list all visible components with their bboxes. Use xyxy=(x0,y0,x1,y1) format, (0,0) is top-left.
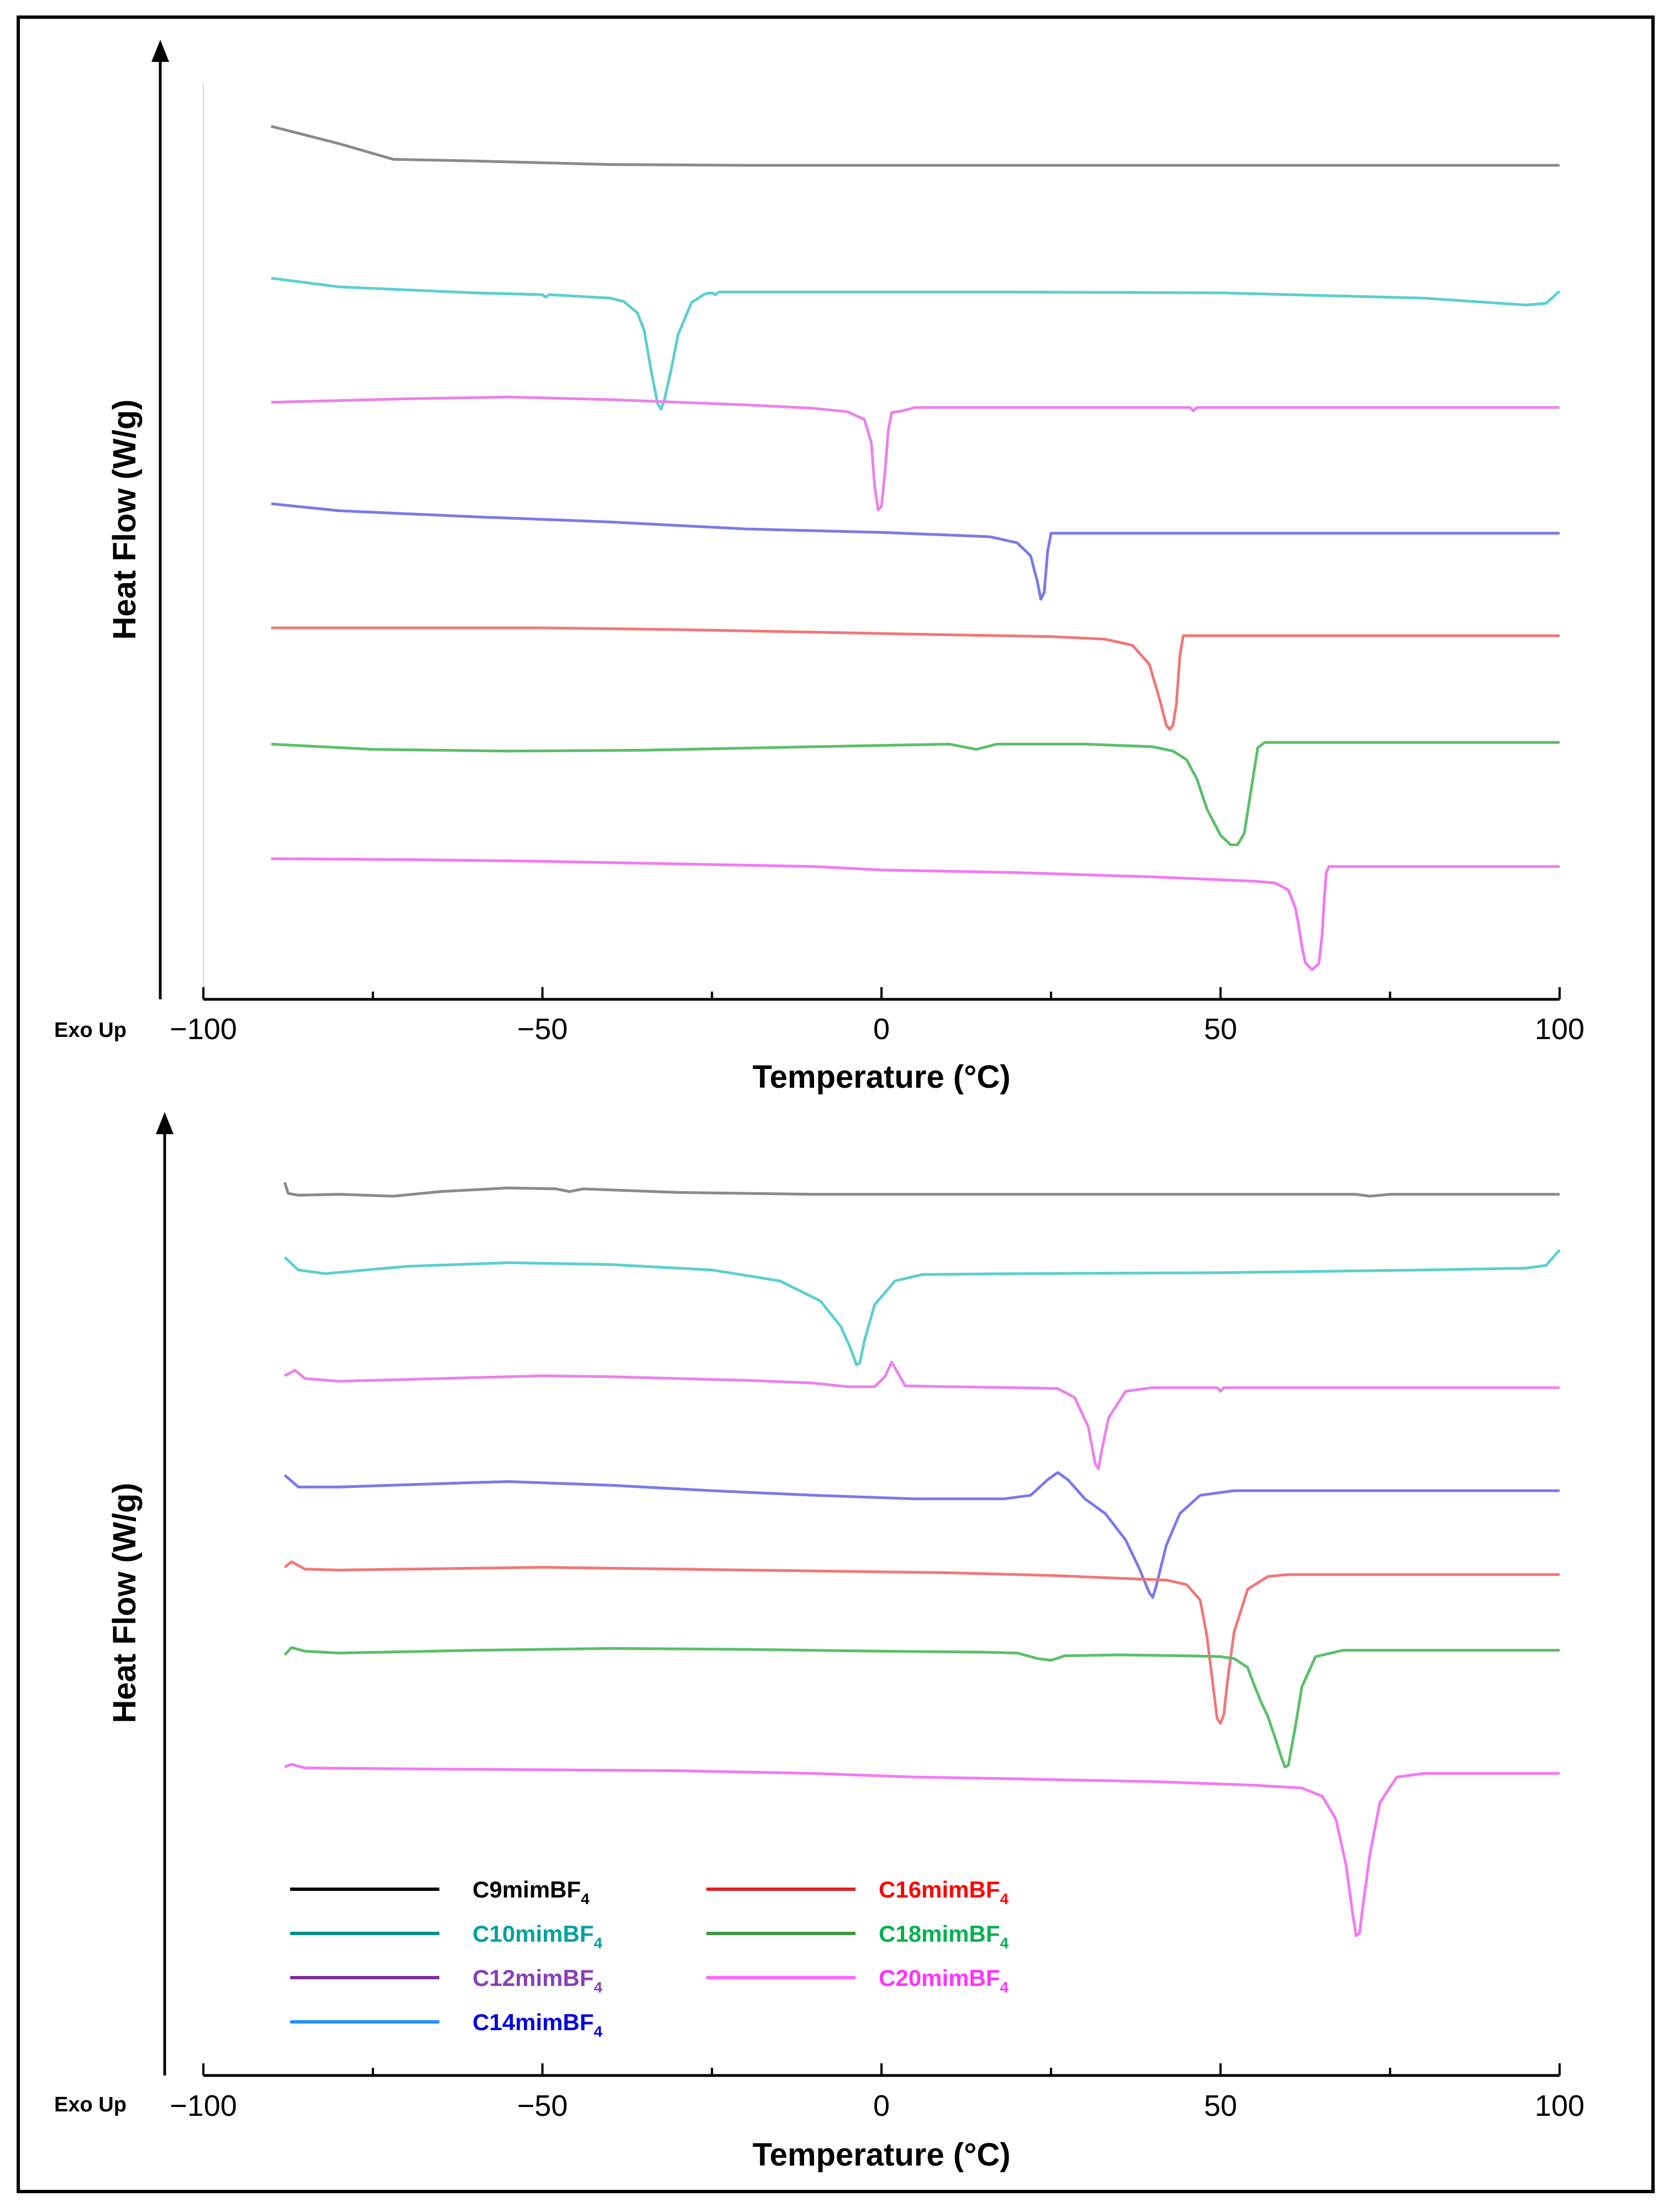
bottom-tick-label: 50 xyxy=(1204,2089,1237,2122)
top-series-C18mimBF4 xyxy=(271,741,1560,846)
bottom-series-C9mimBF4 xyxy=(283,1182,1560,1198)
bottom-panel: Heat Flow (W/g) Exo Up −100 −50 0 50 100 Tem… xyxy=(54,1112,1584,2173)
legend-label-C18mimBF4: C18mimBF4 xyxy=(879,1921,1009,1952)
top-tick-label: 100 xyxy=(1535,1013,1584,1046)
top-series-C10mimBF4 xyxy=(271,276,1561,411)
top-panel: Heat Flow (W/g) Exo Up −100 −50 0 50 100 Tem… xyxy=(54,40,1584,1095)
top-tick-label: −100 xyxy=(170,1013,237,1046)
legend-label-C14mimBF4: C14mimBF4 xyxy=(473,2009,602,2040)
legend-label-C16mimBF4: C16mimBF4 xyxy=(879,1876,1009,1907)
top-y-axis-arrowhead xyxy=(151,40,169,62)
top-tick-label: −50 xyxy=(517,1013,568,1046)
top-tick-label: 0 xyxy=(873,1013,890,1046)
top-series-C9mimBF4 xyxy=(271,125,1560,167)
bottom-series-C14mimBF4 xyxy=(284,1471,1560,1599)
top-x-axis-title: Temperature (°C) xyxy=(753,1059,1011,1095)
bottom-series-C16mimBF4 xyxy=(284,1560,1560,1725)
bottom-series-C10mimBF4 xyxy=(284,1249,1561,1366)
top-tick-label: 50 xyxy=(1204,1013,1237,1046)
bottom-series-C18mimBF4 xyxy=(284,1646,1560,1769)
top-series-C14mimBF4 xyxy=(271,502,1560,601)
bottom-y-axis-arrowhead xyxy=(156,1112,174,1134)
legend-label-C9mimBF4: C9mimBF4 xyxy=(473,1876,590,1907)
top-series-C12mimBF4 xyxy=(271,395,1560,511)
bottom-tick-label: 100 xyxy=(1535,2089,1584,2122)
bottom-tick-label: −50 xyxy=(517,2089,568,2122)
top-exo-up-label: Exo Up xyxy=(54,1019,127,1042)
bottom-x-ticks: −100 −50 0 50 100 xyxy=(170,2063,1584,2122)
bottom-exo-up-label: Exo Up xyxy=(54,2093,127,2116)
legend-label-C10mimBF4: C10mimBF4 xyxy=(473,1921,602,1952)
top-y-axis-title: Heat Flow (W/g) xyxy=(107,400,143,640)
bottom-series-C20mimBF4 xyxy=(284,1763,1560,1937)
top-series-C20mimBF4 xyxy=(271,857,1560,971)
top-series-C16mimBF4 xyxy=(271,626,1560,731)
bottom-y-axis-title: Heat Flow (W/g) xyxy=(107,1483,143,1723)
figure-frame xyxy=(17,15,1655,2193)
bottom-x-axis-title: Temperature (°C) xyxy=(753,2137,1011,2173)
bottom-series-C12mimBF4 xyxy=(284,1360,1560,1470)
top-curves xyxy=(271,125,1561,971)
bottom-curves xyxy=(283,1182,1561,1937)
top-x-ticks: −100 −50 0 50 100 xyxy=(170,987,1584,1046)
legend-label-C20mimBF4: C20mimBF4 xyxy=(879,1965,1009,1996)
legend-label-C12mimBF4: C12mimBF4 xyxy=(473,1965,602,1996)
bottom-tick-label: −100 xyxy=(170,2089,237,2122)
bottom-tick-label: 0 xyxy=(873,2089,890,2122)
legend: C9mimBF4 C10mimBF4 C12mimBF4 C14mimBF4 C16mi… xyxy=(290,1876,1009,2040)
